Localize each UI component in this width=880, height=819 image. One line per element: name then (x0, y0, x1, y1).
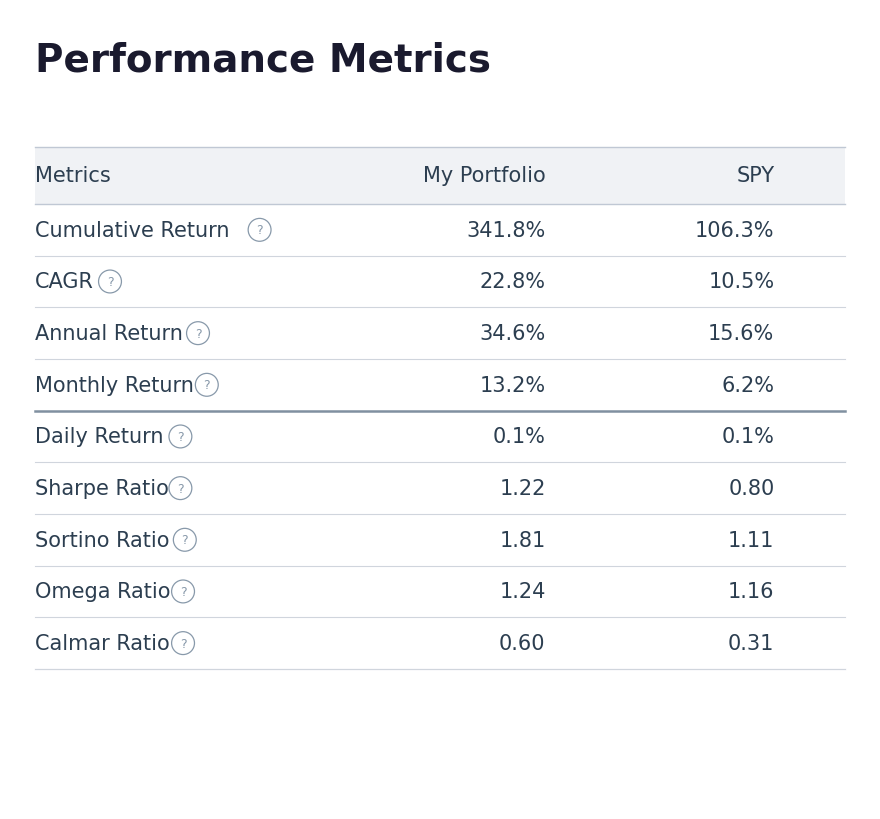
Text: Monthly Return: Monthly Return (35, 375, 194, 396)
Text: 0.31: 0.31 (728, 633, 774, 654)
Text: 106.3%: 106.3% (695, 220, 774, 241)
Text: 6.2%: 6.2% (722, 375, 774, 396)
Text: Metrics: Metrics (35, 166, 111, 186)
Text: 1.22: 1.22 (499, 478, 546, 499)
Text: ?: ? (203, 379, 210, 391)
Text: Sharpe Ratio: Sharpe Ratio (35, 478, 169, 499)
FancyBboxPatch shape (35, 147, 845, 205)
Text: 1.11: 1.11 (728, 530, 774, 550)
Text: ?: ? (194, 328, 202, 340)
Text: 10.5%: 10.5% (708, 272, 774, 292)
Text: Daily Return: Daily Return (35, 427, 164, 447)
Text: My Portfolio: My Portfolio (423, 166, 546, 186)
Text: 341.8%: 341.8% (466, 220, 546, 241)
Text: Calmar Ratio: Calmar Ratio (35, 633, 170, 654)
Text: ?: ? (177, 482, 184, 495)
Text: 0.60: 0.60 (499, 633, 546, 654)
Text: ?: ? (106, 276, 114, 288)
Text: 1.16: 1.16 (728, 581, 774, 602)
Text: Performance Metrics: Performance Metrics (35, 41, 491, 79)
Text: Sortino Ratio: Sortino Ratio (35, 530, 170, 550)
Text: 22.8%: 22.8% (480, 272, 546, 292)
Text: Annual Return: Annual Return (35, 324, 183, 344)
Text: ?: ? (180, 586, 187, 598)
Text: SPY: SPY (737, 166, 774, 186)
Text: 15.6%: 15.6% (708, 324, 774, 344)
Text: 34.6%: 34.6% (480, 324, 546, 344)
Text: CAGR: CAGR (35, 272, 94, 292)
Text: Omega Ratio: Omega Ratio (35, 581, 171, 602)
Text: ?: ? (256, 224, 263, 237)
Text: ?: ? (181, 534, 188, 546)
Text: ?: ? (180, 637, 187, 649)
Text: 0.80: 0.80 (728, 478, 774, 499)
Text: ?: ? (177, 431, 184, 443)
Text: 1.24: 1.24 (499, 581, 546, 602)
Text: 0.1%: 0.1% (493, 427, 546, 447)
Text: 13.2%: 13.2% (480, 375, 546, 396)
Text: 1.81: 1.81 (499, 530, 546, 550)
Text: 0.1%: 0.1% (722, 427, 774, 447)
Text: Cumulative Return: Cumulative Return (35, 220, 230, 241)
